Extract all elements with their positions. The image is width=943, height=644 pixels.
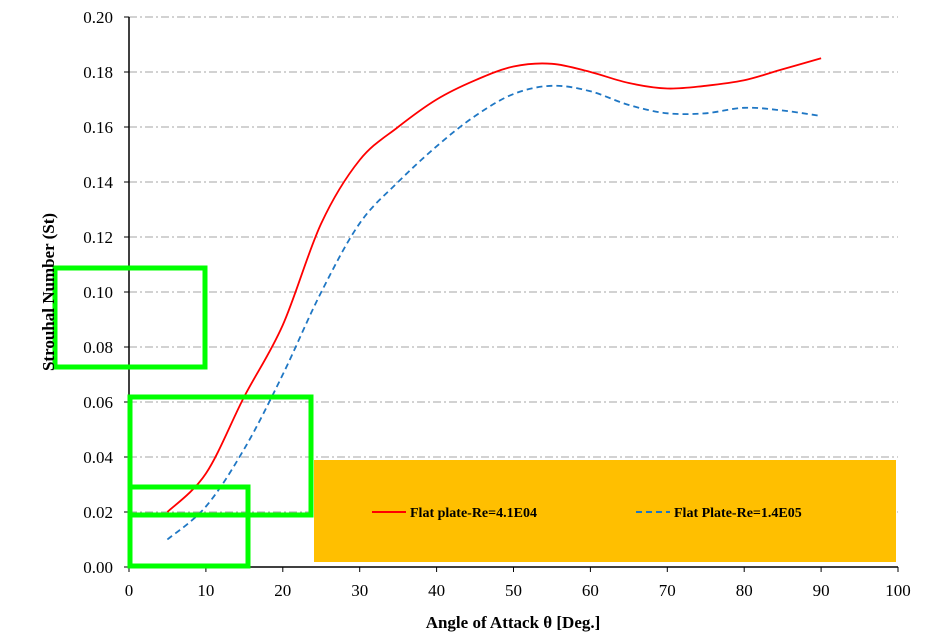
highlight-boxes: [52, 265, 314, 569]
x-tick-label: 10: [197, 581, 214, 600]
x-tick-label: 90: [813, 581, 830, 600]
highlight-box-2: [127, 394, 314, 518]
x-tick-label: 40: [428, 581, 445, 600]
y-tick-label: 0.16: [83, 118, 113, 137]
y-tick-label: 0.12: [83, 228, 113, 247]
x-tick-label: 70: [659, 581, 676, 600]
gridlines: [129, 16, 898, 513]
overlay-layer: [314, 460, 896, 562]
y-tick-label: 0.04: [83, 448, 113, 467]
y-tick-label: 0.06: [83, 393, 113, 412]
y-tick-label: 0.00: [83, 558, 113, 577]
legend-label-series-1: Flat plate-Re=4.1E04: [410, 506, 537, 521]
x-tick-label: 0: [125, 581, 134, 600]
y-tick-label: 0.02: [83, 503, 113, 522]
y-axis-title: Strouhal Number (St): [39, 213, 58, 371]
y-tick-label: 0.08: [83, 338, 113, 357]
legend-label-series-2: Flat Plate-Re=1.4E05: [674, 506, 802, 521]
series-line-1: [166, 57, 822, 513]
x-tick-label: 60: [582, 581, 599, 600]
highlight-box-1: [52, 265, 208, 370]
y-tick-label: 0.14: [83, 173, 113, 192]
x-tick-label: 100: [885, 581, 911, 600]
x-tick-label: 20: [274, 581, 291, 600]
y-tick-label: 0.10: [83, 283, 113, 302]
y-tick-label: 0.18: [83, 63, 113, 82]
y-tick-label: 0.20: [83, 8, 113, 27]
legend-box: [314, 460, 896, 562]
x-tick-label: 50: [505, 581, 522, 600]
x-tick-label: 80: [736, 581, 753, 600]
legend: Flat plate-Re=4.1E04 Flat Plate-Re=1.4E0…: [372, 506, 802, 521]
x-tick-label: 30: [351, 581, 368, 600]
highlight-box-3: [127, 484, 251, 569]
x-axis-title: Angle of Attack θ [Deg.]: [426, 613, 601, 632]
